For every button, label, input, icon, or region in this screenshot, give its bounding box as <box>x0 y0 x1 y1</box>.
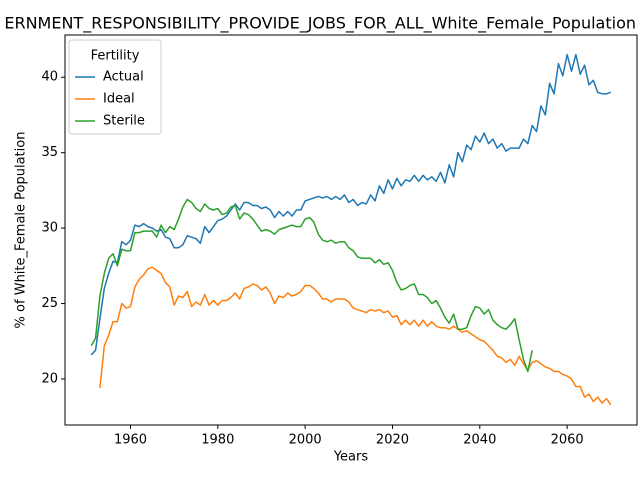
legend-label: Sterile <box>103 114 145 129</box>
series-line <box>99 266 612 406</box>
legend-label: Ideal <box>103 92 135 107</box>
y-tick-label: 20 <box>41 371 58 386</box>
legend-label: Actual <box>103 70 144 85</box>
x-axis-label: Years <box>333 450 369 465</box>
plot-frame <box>64 34 638 426</box>
x-tick-label: 1980 <box>201 433 234 448</box>
legend-box <box>68 39 162 135</box>
x-tick-label: 2020 <box>376 433 409 448</box>
y-axis-label: % of White_Female Population <box>14 132 29 329</box>
y-tick-label: 40 <box>41 70 58 85</box>
x-tick-label: 1960 <box>114 433 147 448</box>
y-tick-label: 30 <box>41 221 58 236</box>
chart-title: ERNMENT_RESPONSIBILITY_PROVIDE_JOBS_FOR_… <box>4 14 636 34</box>
x-tick-label: 2040 <box>463 433 496 448</box>
series-line <box>90 53 612 356</box>
y-tick-label: 35 <box>41 145 58 160</box>
y-tick-label: 25 <box>41 296 58 311</box>
x-tick-label: 2060 <box>551 433 584 448</box>
x-tick-label: 2000 <box>289 433 322 448</box>
legend-title: Fertility <box>91 49 140 64</box>
series-line <box>90 198 533 373</box>
